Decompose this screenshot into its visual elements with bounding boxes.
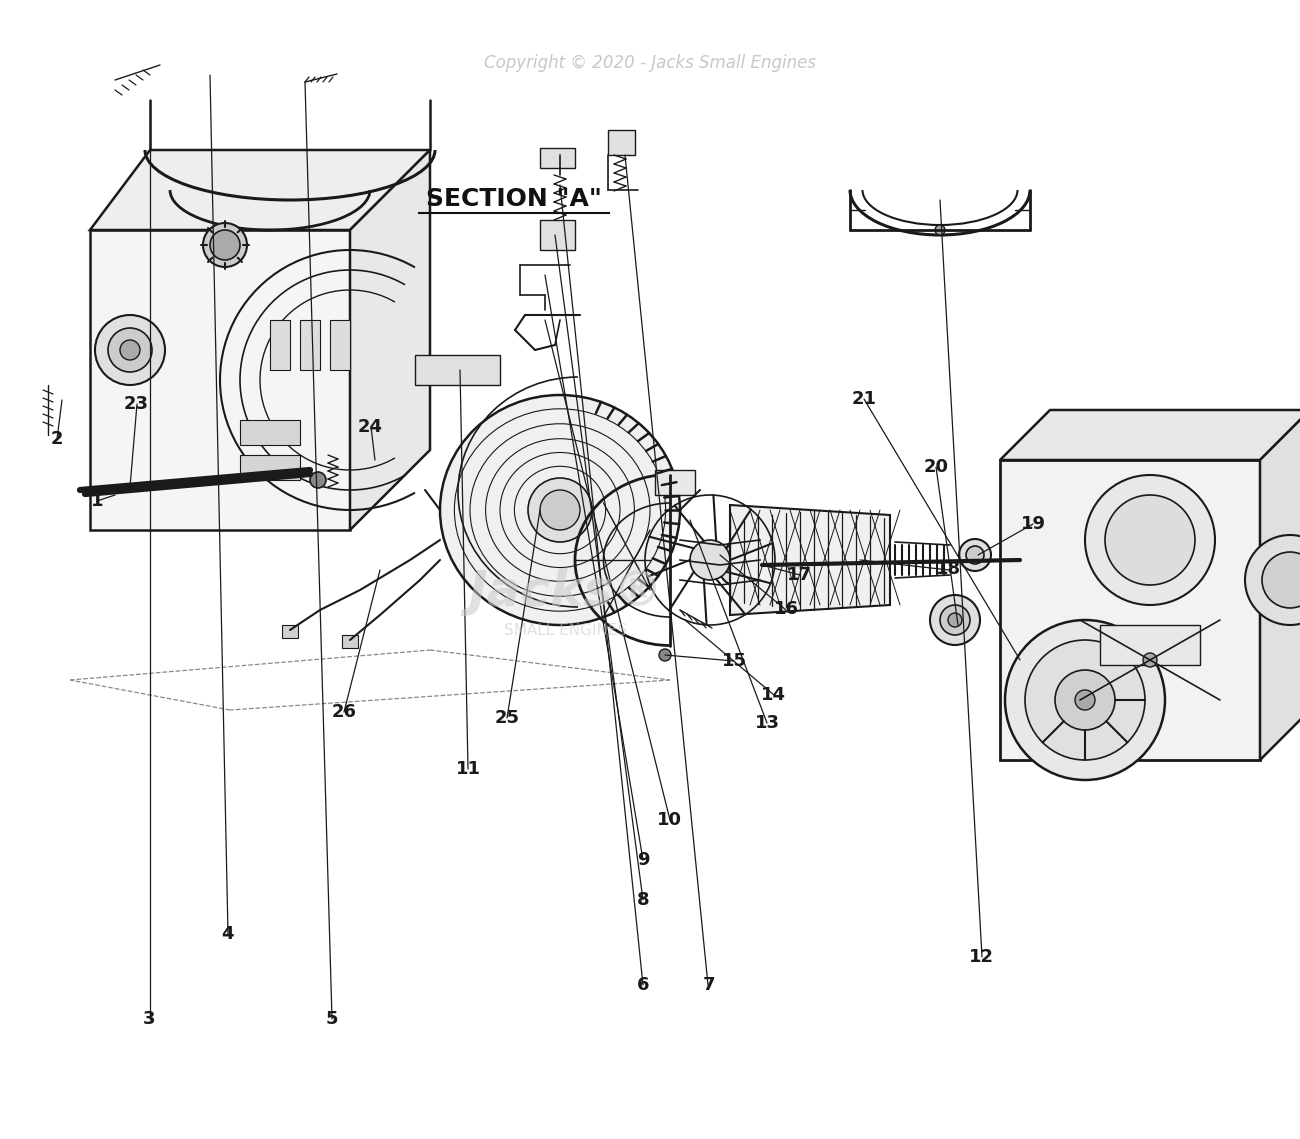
- Text: 21: 21: [852, 390, 878, 408]
- Text: 17: 17: [786, 566, 812, 584]
- Circle shape: [1262, 552, 1300, 608]
- Polygon shape: [240, 420, 300, 445]
- Text: 19: 19: [1020, 515, 1046, 533]
- Circle shape: [1086, 475, 1216, 605]
- Text: Copyright © 2020 - Jacks Small Engines: Copyright © 2020 - Jacks Small Engines: [484, 54, 816, 72]
- Polygon shape: [300, 320, 320, 370]
- Circle shape: [120, 341, 140, 360]
- Text: 4: 4: [221, 925, 234, 943]
- Polygon shape: [760, 555, 772, 565]
- Circle shape: [728, 554, 751, 577]
- Text: 25: 25: [494, 708, 520, 727]
- Circle shape: [659, 649, 671, 661]
- Text: 14: 14: [760, 686, 786, 704]
- Polygon shape: [540, 220, 575, 249]
- Circle shape: [108, 328, 152, 372]
- Polygon shape: [1000, 460, 1260, 760]
- Circle shape: [959, 539, 991, 571]
- Circle shape: [540, 490, 580, 530]
- Polygon shape: [760, 575, 772, 585]
- Text: 18: 18: [936, 560, 962, 579]
- Circle shape: [734, 560, 745, 570]
- Polygon shape: [350, 150, 430, 530]
- Text: 9: 9: [637, 851, 650, 869]
- Polygon shape: [760, 535, 772, 544]
- Polygon shape: [608, 130, 634, 155]
- Text: 15: 15: [722, 652, 748, 670]
- Text: 13: 13: [754, 714, 780, 732]
- Polygon shape: [90, 150, 430, 230]
- Polygon shape: [330, 320, 350, 370]
- Polygon shape: [90, 230, 350, 530]
- Polygon shape: [655, 469, 696, 494]
- Circle shape: [1105, 495, 1195, 585]
- Polygon shape: [282, 625, 298, 638]
- Polygon shape: [1000, 410, 1300, 460]
- Circle shape: [930, 595, 980, 645]
- Polygon shape: [1100, 625, 1200, 665]
- Polygon shape: [270, 320, 290, 370]
- Text: 10: 10: [656, 811, 682, 829]
- Text: SECTION "A": SECTION "A": [425, 187, 602, 212]
- Polygon shape: [540, 148, 575, 167]
- Ellipse shape: [439, 395, 680, 625]
- Text: 24: 24: [358, 418, 384, 436]
- Circle shape: [203, 223, 247, 267]
- Circle shape: [309, 472, 326, 487]
- Circle shape: [1024, 640, 1145, 760]
- Circle shape: [1075, 690, 1095, 710]
- Polygon shape: [415, 355, 500, 385]
- Text: 12: 12: [968, 948, 994, 966]
- Circle shape: [940, 605, 970, 636]
- Text: 23: 23: [124, 395, 150, 413]
- Text: 2: 2: [51, 429, 64, 448]
- Circle shape: [95, 316, 165, 385]
- Text: 20: 20: [923, 458, 949, 476]
- Circle shape: [690, 540, 731, 580]
- Text: 11: 11: [455, 760, 481, 778]
- Circle shape: [948, 613, 962, 626]
- Text: 3: 3: [143, 1010, 156, 1029]
- Circle shape: [1245, 535, 1300, 625]
- Circle shape: [966, 546, 984, 564]
- Circle shape: [718, 543, 762, 587]
- Text: 5: 5: [325, 1010, 338, 1029]
- Text: 7: 7: [702, 976, 715, 994]
- Text: 1: 1: [91, 492, 104, 510]
- Text: Jacks®: Jacks®: [468, 568, 663, 616]
- Text: 16: 16: [774, 600, 800, 618]
- Polygon shape: [240, 454, 300, 480]
- Polygon shape: [731, 505, 890, 615]
- Circle shape: [1143, 653, 1157, 667]
- Text: 6: 6: [637, 976, 650, 994]
- Circle shape: [1005, 620, 1165, 780]
- Polygon shape: [1260, 410, 1300, 760]
- Circle shape: [211, 230, 240, 260]
- Text: 8: 8: [637, 891, 650, 909]
- Polygon shape: [342, 636, 358, 648]
- Text: SMALL ENGINES: SMALL ENGINES: [504, 623, 627, 638]
- Circle shape: [1056, 670, 1115, 730]
- Text: 26: 26: [332, 703, 358, 721]
- Circle shape: [935, 226, 945, 235]
- Circle shape: [528, 478, 592, 542]
